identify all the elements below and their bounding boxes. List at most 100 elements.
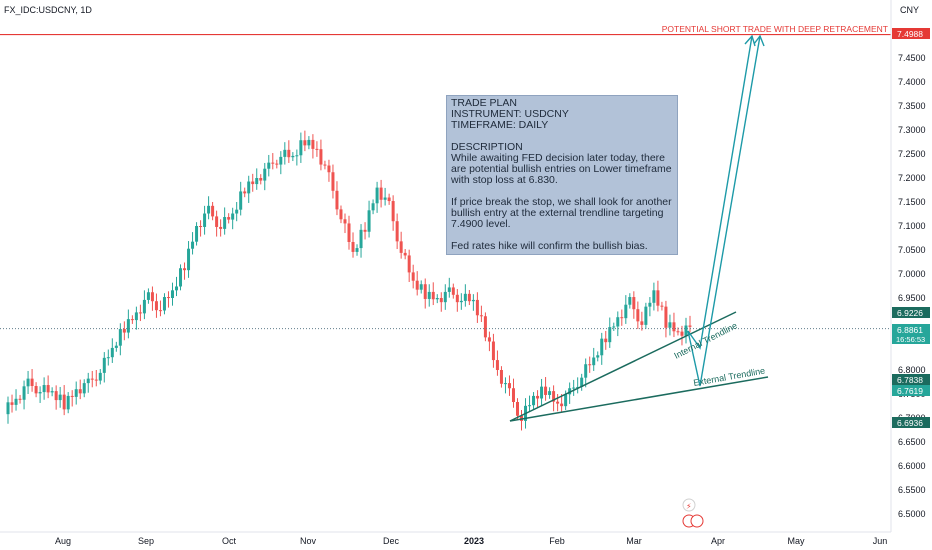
- candle-body: [419, 284, 423, 290]
- candle-body: [676, 331, 680, 333]
- candle-body: [251, 181, 255, 185]
- candle-body: [187, 248, 191, 271]
- price-badge-value: 7.4988: [897, 29, 923, 39]
- time-tick-label: Sep: [138, 536, 154, 546]
- candle-body: [411, 272, 415, 281]
- candle-body: [367, 210, 371, 232]
- us-flag-event-icon-2[interactable]: [690, 514, 704, 528]
- candle-body: [451, 287, 455, 295]
- candle-body: [499, 370, 503, 384]
- candle-body: [162, 297, 166, 311]
- projection-path-shallow[interactable]: [687, 35, 753, 350]
- candle-body: [415, 280, 419, 290]
- candle-body: [459, 300, 463, 303]
- candle-body: [339, 209, 343, 220]
- trade-plan-line: with stop loss at 6.830.: [451, 174, 558, 186]
- candle-body: [672, 322, 676, 332]
- arrowhead: [744, 34, 756, 47]
- candle-body: [423, 284, 427, 299]
- candle-body: [640, 321, 644, 325]
- event-icons[interactable]: ⚡: [682, 498, 704, 528]
- candle-body: [114, 345, 118, 348]
- trade-plan-line: bullish entry at the external trendline …: [451, 207, 664, 219]
- candle-body: [14, 398, 18, 405]
- candle-body: [592, 357, 596, 366]
- candle-body: [375, 187, 379, 204]
- trade-plan-line: Fed rates hike will confirm the bullish …: [451, 240, 648, 252]
- candle-body: [166, 297, 170, 299]
- candle-body: [215, 216, 219, 227]
- candle-body: [648, 302, 652, 307]
- candle-body: [271, 162, 275, 164]
- candle-body: [455, 294, 459, 303]
- candle-body: [479, 315, 483, 317]
- price-badge-value: 6.8861: [897, 325, 923, 335]
- candle-body: [223, 217, 227, 229]
- candle-body: [118, 329, 122, 346]
- candle-body: [279, 156, 283, 165]
- external-trendline[interactable]: [509, 376, 769, 422]
- candle-body: [191, 241, 195, 249]
- candle-body: [503, 383, 507, 385]
- candle-body: [255, 178, 259, 185]
- candle-body: [680, 331, 684, 336]
- candle-body: [179, 268, 183, 287]
- candle-body: [624, 304, 628, 319]
- lightning-event-icon[interactable]: [682, 498, 696, 512]
- candle-body: [387, 197, 391, 202]
- candle-body: [102, 357, 106, 373]
- candle-body: [359, 229, 363, 249]
- drawings-layer: [0, 33, 891, 422]
- price-tick-label: 7.3500: [898, 101, 926, 111]
- candle-body: [331, 172, 335, 191]
- candle-body: [82, 383, 86, 394]
- price-axis[interactable]: 7.4500 7.4000 7.3500 7.3000 7.2500 7.2000 7.15…: [0, 0, 930, 533]
- candle-body: [403, 252, 407, 256]
- candle-body: [463, 293, 467, 301]
- candle-body: [227, 217, 231, 220]
- trade-plan-note[interactable]: TRADE PLAN INSTRUMENT: USDCNY TIMEFRAME: D…: [446, 95, 678, 255]
- internal-trendline[interactable]: [509, 311, 737, 422]
- projection-path-deep[interactable]: [687, 35, 761, 387]
- candle-body: [150, 292, 154, 302]
- price-tick-label: 7.3000: [898, 125, 926, 135]
- candle-body: [391, 201, 395, 222]
- candle-body: [98, 372, 102, 381]
- candle-body: [371, 203, 375, 211]
- symbol-title[interactable]: FX_IDC:USDCNY, 1D: [4, 5, 92, 15]
- candle-body: [50, 391, 54, 393]
- trade-plan-line: are potential bullish entries on Lower t…: [451, 163, 672, 175]
- time-tick-label: Mar: [626, 536, 642, 546]
- time-axis[interactable]: Aug Sep Oct Nov Dec 2023 Feb Mar Apr May Jun: [55, 536, 887, 546]
- price-badge-value: 6.9226: [897, 308, 923, 318]
- candle-body: [175, 286, 179, 291]
- candle-body: [343, 219, 347, 224]
- candle-body: [536, 395, 540, 399]
- candle-body: [30, 378, 34, 386]
- candle-body: [303, 140, 307, 146]
- candle-body: [439, 298, 443, 303]
- candle-body: [146, 292, 150, 300]
- trade-plan-line: 7.4900 level.: [451, 218, 511, 230]
- price-tick-label: 7.4500: [898, 53, 926, 63]
- candle-body: [126, 319, 130, 333]
- price-tick-label: 6.9500: [898, 293, 926, 303]
- candle-body: [475, 299, 479, 316]
- resistance-label: POTENTIAL SHORT TRADE WITH DEEP RETRACEM…: [662, 24, 888, 34]
- candle-body: [347, 223, 351, 242]
- candle-body: [564, 394, 568, 407]
- candle-body: [507, 383, 511, 389]
- time-tick-label: Jun: [873, 536, 888, 546]
- candle-body: [287, 149, 291, 158]
- candle-body: [211, 205, 215, 217]
- candle-body: [660, 305, 664, 307]
- candle-body: [656, 290, 660, 306]
- trade-plan-line: TRADE PLAN: [451, 97, 517, 109]
- candle-body: [231, 213, 235, 220]
- candle-body: [138, 312, 142, 314]
- candle-body: [142, 299, 146, 314]
- candle-body: [307, 139, 311, 146]
- price-badge: [892, 324, 930, 344]
- candle-body: [363, 229, 367, 232]
